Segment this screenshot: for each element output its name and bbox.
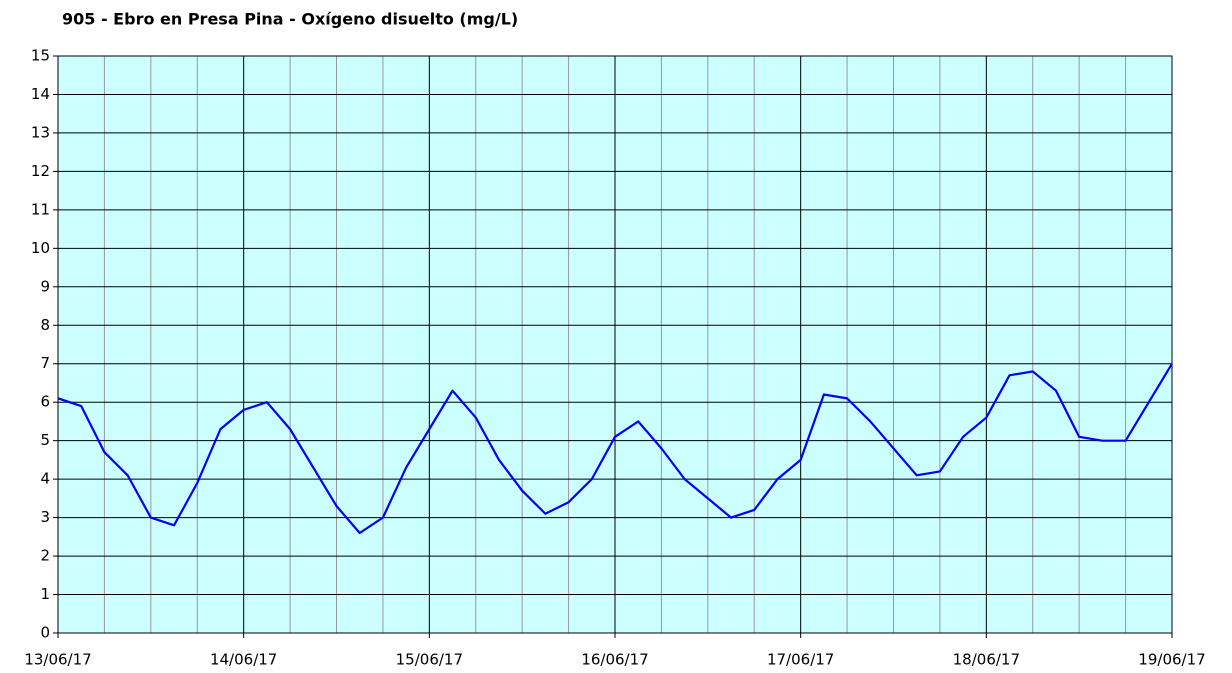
x-tick-label: 15/06/17 bbox=[396, 651, 463, 669]
y-tick-label: 7 bbox=[40, 354, 50, 372]
plot-border bbox=[57, 55, 1173, 634]
x-tick-label: 14/06/17 bbox=[210, 651, 277, 669]
y-tick-label: 1 bbox=[40, 585, 50, 603]
y-tick-label: 15 bbox=[31, 47, 50, 65]
chart-title: 905 - Ebro en Presa Pina - Oxígeno disue… bbox=[62, 10, 518, 29]
y-tick-label: 14 bbox=[31, 85, 50, 103]
y-tick-label: 10 bbox=[31, 239, 50, 257]
y-tick-label: 12 bbox=[31, 162, 50, 180]
y-tick-label: 9 bbox=[40, 277, 50, 295]
y-tick-label: 0 bbox=[40, 624, 50, 642]
y-tick-label: 8 bbox=[40, 316, 50, 334]
y-tick-label: 13 bbox=[31, 123, 50, 141]
x-tick-label: 16/06/17 bbox=[581, 651, 648, 669]
y-tick-label: 2 bbox=[40, 547, 50, 565]
y-tick-label: 5 bbox=[40, 431, 50, 449]
x-tick-label: 19/06/17 bbox=[1138, 651, 1205, 669]
x-tick-label: 13/06/17 bbox=[24, 651, 91, 669]
y-tick-label: 11 bbox=[31, 200, 50, 218]
y-tick-label: 4 bbox=[40, 470, 50, 488]
y-tick-label: 3 bbox=[40, 508, 50, 526]
x-tick-label: 18/06/17 bbox=[953, 651, 1020, 669]
y-tick-label: 6 bbox=[40, 393, 50, 411]
x-tick-label: 17/06/17 bbox=[767, 651, 834, 669]
data-line bbox=[57, 363, 1173, 535]
